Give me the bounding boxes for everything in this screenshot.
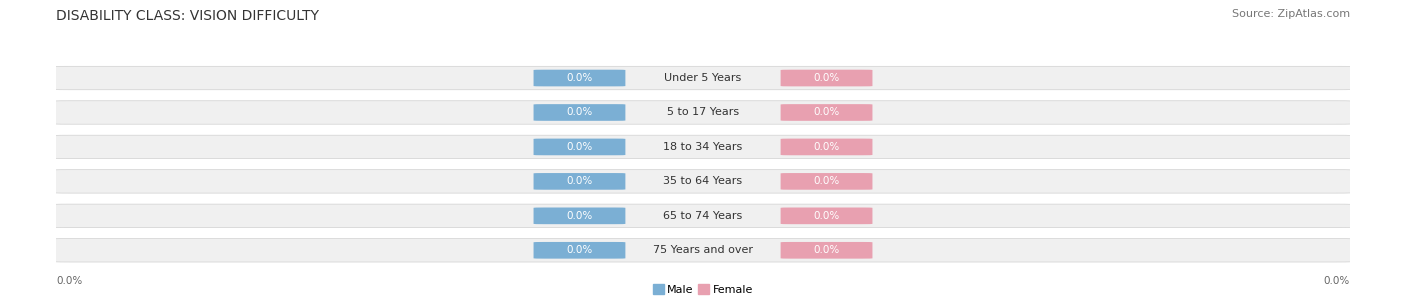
FancyBboxPatch shape — [780, 104, 873, 121]
FancyBboxPatch shape — [780, 173, 873, 190]
Text: 5 to 17 Years: 5 to 17 Years — [666, 108, 740, 117]
Text: 0.0%: 0.0% — [567, 211, 592, 221]
Text: 18 to 34 Years: 18 to 34 Years — [664, 142, 742, 152]
Legend: Male, Female: Male, Female — [648, 280, 758, 299]
Text: 0.0%: 0.0% — [567, 73, 592, 83]
Text: 0.0%: 0.0% — [567, 142, 592, 152]
Text: 0.0%: 0.0% — [1323, 276, 1350, 286]
Text: 0.0%: 0.0% — [814, 211, 839, 221]
Text: 0.0%: 0.0% — [567, 108, 592, 117]
FancyBboxPatch shape — [49, 135, 1357, 159]
FancyBboxPatch shape — [49, 66, 1357, 90]
Text: 0.0%: 0.0% — [814, 142, 839, 152]
Text: 0.0%: 0.0% — [567, 176, 592, 186]
Text: 0.0%: 0.0% — [56, 276, 83, 286]
Text: DISABILITY CLASS: VISION DIFFICULTY: DISABILITY CLASS: VISION DIFFICULTY — [56, 9, 319, 23]
Text: 0.0%: 0.0% — [814, 108, 839, 117]
FancyBboxPatch shape — [780, 208, 873, 224]
Text: 65 to 74 Years: 65 to 74 Years — [664, 211, 742, 221]
FancyBboxPatch shape — [780, 70, 873, 86]
FancyBboxPatch shape — [533, 104, 626, 121]
FancyBboxPatch shape — [533, 70, 626, 86]
Text: 0.0%: 0.0% — [814, 73, 839, 83]
FancyBboxPatch shape — [533, 208, 626, 224]
FancyBboxPatch shape — [49, 204, 1357, 228]
FancyBboxPatch shape — [780, 242, 873, 259]
FancyBboxPatch shape — [49, 101, 1357, 124]
FancyBboxPatch shape — [780, 139, 873, 155]
Text: 35 to 64 Years: 35 to 64 Years — [664, 176, 742, 186]
FancyBboxPatch shape — [49, 170, 1357, 193]
Text: 0.0%: 0.0% — [814, 245, 839, 255]
Text: 0.0%: 0.0% — [814, 176, 839, 186]
Text: Under 5 Years: Under 5 Years — [665, 73, 741, 83]
FancyBboxPatch shape — [533, 173, 626, 190]
Text: 0.0%: 0.0% — [567, 245, 592, 255]
Text: 75 Years and over: 75 Years and over — [652, 245, 754, 255]
FancyBboxPatch shape — [533, 139, 626, 155]
Text: Source: ZipAtlas.com: Source: ZipAtlas.com — [1232, 9, 1350, 19]
FancyBboxPatch shape — [533, 242, 626, 259]
FancyBboxPatch shape — [49, 239, 1357, 262]
